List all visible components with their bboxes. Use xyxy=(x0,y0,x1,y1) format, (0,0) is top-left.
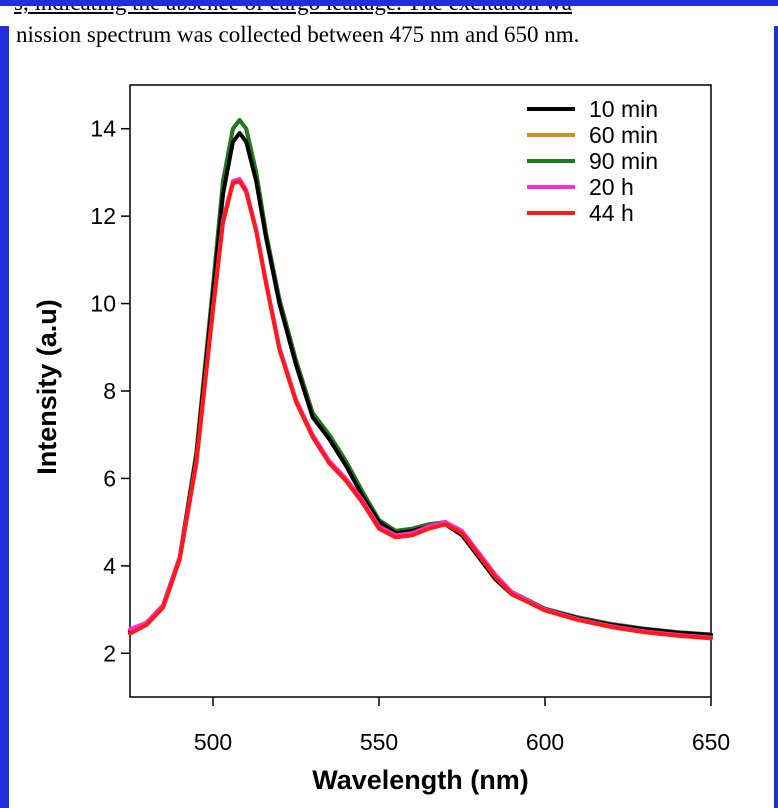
legend-label: 60 min xyxy=(589,122,658,148)
y-tick-label: 10 xyxy=(90,291,116,317)
y-axis-title: Intensity (a.u) xyxy=(32,299,62,475)
y-tick-label: 6 xyxy=(103,465,116,491)
x-tick-label: 600 xyxy=(526,729,564,755)
series-line-44-h xyxy=(128,179,713,641)
legend-label: 90 min xyxy=(589,148,658,174)
legend-label: 44 h xyxy=(589,200,634,226)
y-tick-label: 14 xyxy=(90,116,116,142)
x-tick-label: 650 xyxy=(692,729,730,755)
selection-border-top xyxy=(0,0,778,6)
y-tick-label: 8 xyxy=(103,378,116,404)
y-tick-label: 12 xyxy=(90,203,116,229)
selection-border-left xyxy=(0,26,9,808)
x-tick-label: 500 xyxy=(194,729,232,755)
x-axis-title: Wavelength (nm) xyxy=(312,765,529,795)
x-tick-label: 550 xyxy=(360,729,398,755)
legend-label: 10 min xyxy=(589,96,658,122)
selection-border-right xyxy=(774,26,778,808)
y-tick-label: 2 xyxy=(103,640,116,666)
legend-label: 20 h xyxy=(589,174,634,200)
document-text-line-2: nission spectrum was collected between 4… xyxy=(16,22,580,47)
axes: 2 4 6 8 10 12 14 500 550 600 650 Wavelength (nm) Int… xyxy=(32,84,730,795)
y-tick-label: 4 xyxy=(103,553,116,579)
series-lines xyxy=(128,118,713,641)
